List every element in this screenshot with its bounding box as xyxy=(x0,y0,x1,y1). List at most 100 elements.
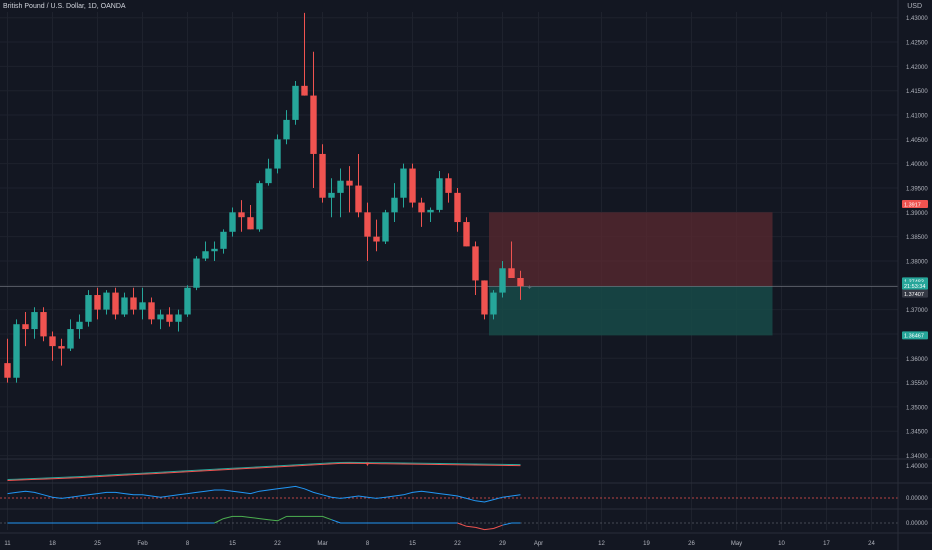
time-tick-label: 15 xyxy=(229,541,236,547)
candle xyxy=(427,209,434,213)
price-badge xyxy=(902,281,928,290)
currency-label[interactable]: USD xyxy=(907,3,922,10)
candle xyxy=(346,180,353,186)
candle xyxy=(463,222,470,247)
candle xyxy=(193,258,200,288)
time-tick-label: 24 xyxy=(868,541,875,547)
price-badge-label: 21:53:34 xyxy=(904,284,925,290)
candle xyxy=(130,297,137,310)
price-tick-label: 1.43000 xyxy=(906,16,928,22)
time-tick-label: Feb xyxy=(137,541,148,547)
candle xyxy=(355,185,362,213)
indicator-segment xyxy=(475,526,485,531)
candle xyxy=(364,212,371,237)
price-tick-label: 1.40000 xyxy=(906,162,928,168)
candle xyxy=(148,302,155,320)
candle xyxy=(31,312,38,330)
indicator-segment xyxy=(268,519,278,522)
candle xyxy=(4,363,11,378)
candle xyxy=(508,268,515,278)
candle xyxy=(67,329,74,349)
candle xyxy=(436,178,443,210)
symbol-title[interactable]: British Pound / U.S. Dollar, 1D, OANDA xyxy=(3,3,126,10)
price-badge-label: 1.3917 xyxy=(904,202,921,208)
candle xyxy=(58,346,65,349)
oscillator-line xyxy=(7,485,521,503)
candle xyxy=(472,246,479,281)
candle xyxy=(382,212,389,242)
time-tick-label: May xyxy=(731,541,742,547)
candle xyxy=(211,248,218,252)
indicator-segment xyxy=(322,515,332,521)
price-tick-label: 1.42000 xyxy=(906,65,928,71)
candle xyxy=(40,312,47,337)
signal-marker-icon: ▼ xyxy=(365,462,371,468)
price-tick-label: 1.34500 xyxy=(906,430,928,436)
ma-line-green xyxy=(7,461,521,481)
candle xyxy=(76,321,83,330)
candle xyxy=(103,292,110,310)
time-tick-label: 17 xyxy=(823,541,830,547)
stop-loss-zone xyxy=(489,212,773,287)
candle xyxy=(229,212,236,232)
indicator-segment xyxy=(241,515,251,518)
indicator-segment xyxy=(484,528,494,531)
time-tick-label: 19 xyxy=(643,541,650,547)
time-tick-label: 25 xyxy=(94,541,101,547)
indicator-tick-label: 0.00000 xyxy=(906,496,928,502)
candle xyxy=(373,236,380,242)
indicator-segment xyxy=(223,515,233,520)
time-tick-label: Apr xyxy=(534,541,543,547)
candle xyxy=(418,202,425,213)
candle xyxy=(13,324,20,378)
candle xyxy=(328,192,335,198)
price-badge xyxy=(902,289,928,298)
candle xyxy=(175,314,182,322)
candle xyxy=(220,231,227,249)
time-tick-label: 8 xyxy=(186,541,190,547)
candle xyxy=(94,295,101,310)
candle xyxy=(247,217,254,230)
price-tick-label: 1.42500 xyxy=(906,41,928,47)
candle xyxy=(157,314,164,320)
candle xyxy=(517,278,524,287)
candle xyxy=(409,168,416,203)
candle xyxy=(499,268,506,293)
price-badge xyxy=(902,200,928,209)
crosshair-icon: + xyxy=(528,284,532,291)
take-profit-zone xyxy=(489,286,773,336)
candle xyxy=(337,180,344,193)
candle xyxy=(310,95,317,154)
candle xyxy=(166,314,173,322)
price-tick-label: 1.41500 xyxy=(906,89,928,95)
price-tick-label: 1.40500 xyxy=(906,138,928,144)
candle xyxy=(454,192,461,223)
candle xyxy=(319,153,326,198)
price-tick-label: 1.37000 xyxy=(906,308,928,314)
time-tick-label: 15 xyxy=(409,541,416,547)
time-tick-label: 12 xyxy=(598,541,605,547)
price-tick-label: 1.35500 xyxy=(906,381,928,387)
indicator-tick-label: 1.40000 xyxy=(906,464,928,470)
indicator-segment xyxy=(502,522,512,526)
price-tick-label: 1.38000 xyxy=(906,259,928,265)
indicator-segment xyxy=(250,517,260,520)
time-tick-label: 8 xyxy=(366,541,370,547)
candle xyxy=(202,251,209,259)
time-tick-label: 29 xyxy=(499,541,506,547)
candle xyxy=(283,119,290,140)
indicator-segment xyxy=(331,519,341,524)
candle xyxy=(121,297,128,315)
candle xyxy=(139,302,146,310)
price-tick-label: 1.39000 xyxy=(906,211,928,217)
candle xyxy=(112,292,119,315)
candle xyxy=(274,139,281,169)
candle xyxy=(391,197,398,213)
price-tick-label: 1.41000 xyxy=(906,114,928,120)
price-tick-label: 1.35000 xyxy=(906,405,928,411)
price-tick-label: 1.38500 xyxy=(906,235,928,241)
price-tick-label: 1.34000 xyxy=(906,454,928,460)
time-tick-label: 18 xyxy=(49,541,56,547)
price-badge-label: 1.36467 xyxy=(904,334,924,340)
